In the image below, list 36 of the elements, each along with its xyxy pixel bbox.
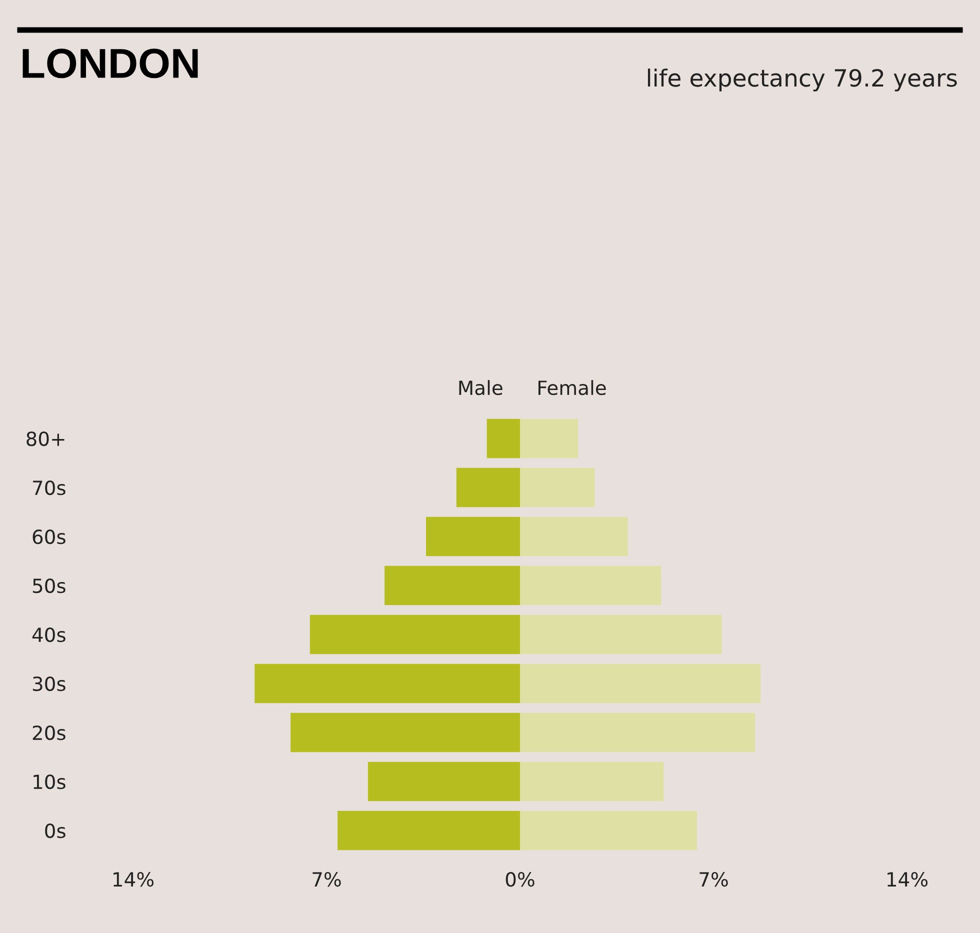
bar — [338, 810, 520, 850]
bar — [520, 614, 722, 654]
bar — [456, 468, 520, 508]
chart-subtitle: life expectancy 79.2 years — [648, 68, 957, 92]
y-tick-label: 50s — [32, 578, 66, 594]
chart-title: LONDON — [22, 48, 198, 78]
y-tick-label: 70s — [33, 480, 66, 496]
y-tick-label: 10s — [34, 774, 66, 790]
bar — [520, 810, 697, 850]
bar — [520, 762, 664, 802]
bar — [486, 418, 520, 458]
x-tick-label: 7% — [700, 872, 728, 887]
bar — [520, 418, 578, 458]
bar — [426, 516, 520, 556]
bar — [384, 566, 520, 606]
y-tick-label: 80+ — [26, 431, 64, 446]
bar — [520, 566, 661, 606]
y-tick-label: 0s — [45, 823, 66, 838]
x-tick-label: 14% — [888, 872, 928, 887]
bar — [520, 516, 628, 556]
bar — [520, 712, 755, 752]
y-tick-label: 40s — [32, 627, 66, 642]
x-tick-label: 0% — [506, 872, 534, 887]
bar — [290, 712, 520, 752]
bar — [520, 664, 760, 704]
x-tick-label: 14% — [114, 872, 154, 887]
series-label: Female — [538, 380, 606, 396]
bar — [254, 664, 520, 704]
y-tick-label: 20s — [32, 725, 66, 740]
y-tick-label: 60s — [32, 529, 66, 544]
y-tick-label: 30s — [32, 676, 66, 692]
bar — [520, 468, 595, 508]
bar — [368, 762, 520, 802]
series-label: Male — [459, 380, 502, 396]
x-tick-label: 7% — [312, 872, 341, 887]
bar — [310, 614, 520, 654]
